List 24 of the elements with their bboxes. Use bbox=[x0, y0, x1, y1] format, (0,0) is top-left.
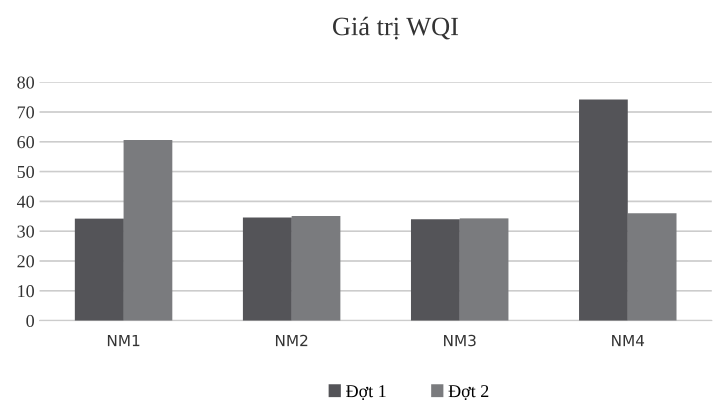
bar bbox=[579, 99, 628, 321]
y-tick-label: 40 bbox=[16, 196, 34, 208]
x-tick-label: NM2 bbox=[276, 334, 308, 346]
legend-label: Đợt 2 bbox=[448, 385, 488, 400]
bar bbox=[460, 218, 508, 321]
y-tick-label: 70 bbox=[18, 106, 34, 118]
bar bbox=[242, 217, 292, 321]
chart-title: Giá trị WQI bbox=[333, 16, 458, 40]
y-tick-label: 80 bbox=[17, 76, 34, 89]
bar bbox=[628, 213, 677, 321]
legend-label: Đợt 1 bbox=[346, 385, 386, 400]
y-tick-label: 60 bbox=[17, 136, 34, 148]
x-tick-label: NM1 bbox=[108, 334, 140, 346]
y-tick-label: 50 bbox=[18, 166, 34, 178]
bar bbox=[292, 216, 340, 321]
bar bbox=[74, 218, 124, 321]
bar bbox=[410, 219, 460, 321]
x-tick-label: NM3 bbox=[444, 334, 476, 346]
y-tick-label: 20 bbox=[17, 255, 34, 268]
y-tick-label: 30 bbox=[17, 225, 34, 238]
y-tick-label: 0 bbox=[26, 314, 34, 328]
x-tick-label: NM4 bbox=[612, 334, 644, 346]
bar bbox=[124, 140, 172, 321]
y-tick-label: 10 bbox=[18, 285, 34, 298]
